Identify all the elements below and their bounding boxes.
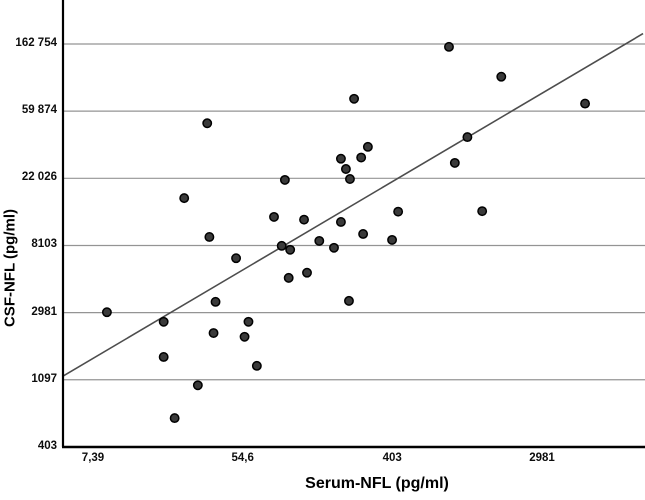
data-point (340, 164, 351, 174)
data-point (580, 98, 591, 109)
data-point (314, 235, 325, 246)
data-point (251, 360, 262, 371)
x-tick-label: 403 (382, 452, 402, 464)
data-point (444, 41, 454, 52)
data-point (362, 141, 373, 152)
data-point (349, 93, 360, 104)
data-point (387, 234, 398, 245)
data-point (243, 316, 254, 327)
data-point (393, 206, 404, 217)
data-point (344, 295, 354, 306)
data-point (449, 157, 460, 168)
y-tick-label: 59 874 (21, 104, 57, 117)
data-point (358, 228, 369, 239)
y-axis-title: CSF-NFL (pg/ml) (1, 208, 19, 328)
data-point (356, 152, 367, 163)
y-tick-label: 2981 (31, 305, 57, 318)
data-point (329, 242, 339, 253)
y-tick-label: 22 026 (21, 171, 57, 184)
data-point (231, 253, 242, 264)
y-tick-label: 1097 (31, 372, 57, 385)
data-point (169, 413, 180, 424)
x-tick-label: 7,39 (81, 452, 105, 464)
data-point (158, 352, 169, 362)
data-point (283, 272, 294, 283)
y-tick-label: 162 754 (15, 37, 57, 49)
y-tick-label: 403 (37, 440, 57, 452)
data-point (496, 71, 507, 82)
data-point (239, 331, 250, 342)
data-point (462, 132, 473, 143)
data-point (210, 296, 221, 307)
data-point (345, 174, 355, 184)
data-point (279, 174, 290, 185)
data-point (477, 206, 488, 217)
x-tick-label: 2981 (529, 452, 555, 464)
x-tick-label: 54,6 (231, 452, 254, 464)
data-point (335, 153, 346, 164)
data-point (276, 240, 287, 251)
data-point (208, 328, 219, 338)
data-point (302, 267, 312, 278)
y-tick-label: 8103 (31, 238, 57, 251)
data-point (335, 217, 346, 227)
data-point (158, 316, 169, 327)
data-point (101, 307, 112, 318)
data-point (285, 244, 296, 255)
data-point (204, 231, 215, 242)
data-point (202, 118, 213, 129)
fit-line (61, 32, 644, 378)
data-point (269, 211, 279, 222)
data-point (179, 193, 190, 204)
data-point (299, 214, 309, 225)
x-axis-title: Serum-NFL (pg/ml) (305, 475, 449, 492)
data-point (192, 380, 203, 391)
